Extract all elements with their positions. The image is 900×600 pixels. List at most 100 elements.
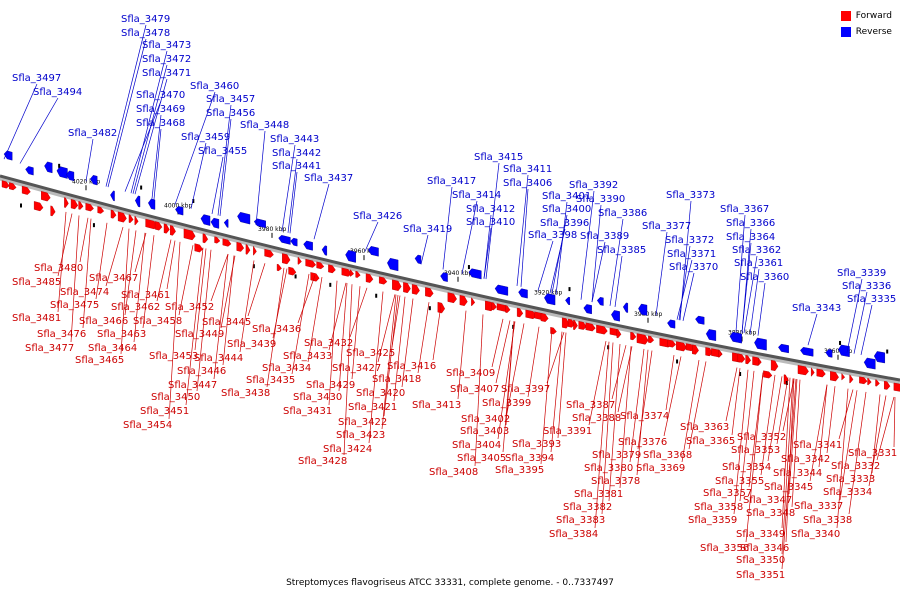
reverse-gene-label: Sfla_3482	[68, 128, 117, 139]
gene-mark	[568, 287, 571, 292]
forward-gene-arrow	[667, 339, 676, 348]
forward-gene-arrow	[648, 335, 655, 344]
forward-gene-arrow	[64, 197, 69, 208]
forward-gene-label: Sfla_3333	[826, 474, 875, 485]
forward-gene-arrow	[378, 276, 388, 285]
forward-gene-leader	[328, 282, 347, 351]
reverse-gene-leader	[551, 214, 568, 294]
forward-gene-arrow	[282, 253, 291, 265]
forward-gene-leader	[383, 295, 399, 417]
forward-gene-arrow	[540, 312, 549, 322]
reverse-gene-arrow	[367, 246, 379, 257]
reverse-gene-label: Sfla_3398	[528, 230, 577, 241]
forward-gene-leader	[401, 298, 414, 388]
reverse-gene-label: Sfla_3360	[740, 272, 789, 283]
forward-gene-label: Sfla_3350	[736, 555, 785, 566]
forward-gene-leader	[818, 384, 828, 468]
forward-gene-arrow	[297, 257, 302, 265]
reverse-gene-leader	[151, 114, 162, 199]
forward-gene-leader	[239, 260, 255, 353]
gene-mark	[294, 274, 297, 279]
reverse-gene-leader	[483, 227, 492, 279]
forward-gene-label: Sfla_3391	[543, 426, 592, 437]
reverse-gene-arrow	[90, 175, 98, 186]
forward-gene-label: Sfla_3407	[450, 384, 499, 395]
forward-gene-label: Sfla_3358	[694, 502, 743, 513]
forward-gene-leader	[196, 249, 212, 392]
forward-gene-leader	[168, 241, 181, 420]
legend-reverse-swatch	[840, 27, 851, 37]
reverse-gene-label: Sfla_3364	[726, 232, 775, 243]
forward-gene-label: Sfla_3444	[194, 353, 243, 364]
scale-tick-label: 3960 kbp	[350, 248, 378, 255]
forward-gene-leader	[474, 314, 484, 467]
forward-gene-label: Sfla_3347	[743, 495, 792, 506]
reverse-gene-leader	[537, 240, 554, 291]
reverse-gene-label: Sfla_3390	[576, 194, 625, 205]
forward-gene-leader	[781, 378, 794, 555]
forward-gene-leader	[748, 372, 764, 488]
scale-tick-label: 4020 kbp	[72, 178, 100, 185]
reverse-gene-arrow	[345, 250, 356, 263]
reverse-gene-leader	[655, 231, 668, 316]
forward-gene-arrow	[202, 233, 209, 244]
reverse-gene-leader	[807, 313, 818, 346]
reverse-gene-arrow	[148, 198, 156, 210]
forward-gene-label: Sfla_3447	[168, 380, 217, 391]
forward-gene-label: Sfla_3476	[37, 329, 86, 340]
forward-gene-leader	[617, 346, 633, 413]
reverse-gene-arrow	[387, 257, 399, 272]
forward-gene-leader	[377, 294, 396, 363]
forward-gene-leader	[868, 395, 887, 487]
reverse-gene-leader	[461, 200, 478, 274]
forward-gene-leader	[502, 321, 515, 453]
forward-gene-leader	[826, 386, 836, 454]
forward-gene-label: Sfla_3346	[740, 543, 789, 554]
forward-gene-label: Sfla_3388	[572, 413, 621, 424]
forward-gene-leader	[95, 222, 108, 300]
forward-gene-leader	[629, 348, 645, 463]
forward-gene-label: Sfla_3446	[177, 366, 226, 377]
forward-gene-label: Sfla_3340	[791, 529, 840, 540]
forward-gene-arrow	[585, 322, 596, 332]
reverse-gene-leader	[313, 183, 330, 240]
forward-gene-arrow	[403, 282, 411, 294]
reverse-gene-label: Sfla_3361	[734, 258, 783, 269]
reverse-gene-label: Sfla_3386	[598, 208, 647, 219]
forward-gene-label: Sfla_3341	[793, 440, 842, 451]
forward-gene-label: Sfla_3338	[803, 515, 852, 526]
forward-gene-leader	[185, 247, 204, 406]
forward-gene-arrow	[305, 258, 317, 268]
forward-gene-label: Sfla_3428	[298, 456, 347, 467]
forward-gene-arrow	[573, 319, 578, 331]
scale-tick-label: 3860 kbp	[824, 348, 852, 355]
forward-gene-arrow	[316, 261, 325, 270]
forward-gene-label: Sfla_3427	[332, 363, 381, 374]
forward-gene-arrow	[745, 355, 752, 365]
gene-mark	[140, 185, 143, 190]
forward-gene-label: Sfla_3403	[460, 426, 509, 437]
forward-gene-arrow	[341, 267, 352, 277]
gene-mark	[739, 371, 742, 376]
reverse-gene-arrow	[596, 297, 604, 306]
forward-gene-arrow	[630, 331, 637, 341]
forward-gene-leader	[745, 372, 764, 543]
reverse-gene-label: Sfla_3371	[667, 249, 716, 260]
forward-gene-label: Sfla_3383	[556, 515, 605, 526]
forward-gene-label: Sfla_3485	[12, 277, 61, 288]
forward-gene-leader	[178, 245, 194, 316]
forward-gene-leader	[636, 349, 649, 476]
reverse-gene-leader	[516, 174, 529, 286]
forward-gene-leader	[540, 329, 553, 465]
reverse-gene-leader	[741, 242, 752, 333]
reverse-gene-leader	[743, 255, 758, 334]
reverse-gene-leader	[287, 158, 298, 233]
forward-gene-arrow	[117, 211, 127, 223]
forward-gene-arrow	[8, 182, 17, 191]
forward-gene-leader	[393, 296, 406, 402]
forward-gene-leader	[307, 277, 323, 363]
reverse-gene-label: Sfla_3370	[669, 262, 718, 273]
forward-gene-label: Sfla_3462	[111, 302, 160, 313]
reverse-gene-leader	[153, 128, 162, 200]
forward-gene-arrow	[355, 270, 361, 278]
